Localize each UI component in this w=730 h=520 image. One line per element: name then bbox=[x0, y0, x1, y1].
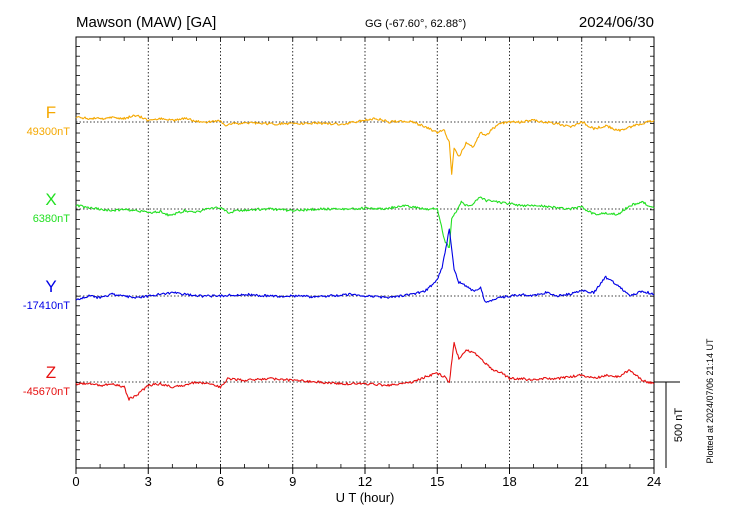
station-title: Mawson (MAW) [GA] bbox=[76, 14, 216, 31]
series-line-X bbox=[75, 196, 655, 249]
series-line-F bbox=[75, 114, 655, 175]
vertical-gridlines bbox=[75, 37, 655, 474]
x-tick-label-0: 0 bbox=[72, 474, 79, 489]
scale-bar-label: 500 nT bbox=[673, 408, 685, 443]
x-tick-labels: 0 3 6 9 12 15 18 21 24 bbox=[72, 474, 661, 489]
x-axis-label: U T (hour) bbox=[336, 490, 395, 505]
series-name-F: F bbox=[46, 103, 56, 122]
baseline-label-Y: -17410nT bbox=[23, 300, 70, 312]
series-line-Y bbox=[75, 228, 655, 303]
series-name-X: X bbox=[45, 190, 56, 209]
plotted-timestamp: Plotted at 2024/07/06 21:14 UT bbox=[705, 338, 715, 464]
baseline-label-X: 6380nT bbox=[33, 213, 71, 225]
series-line-Z bbox=[75, 341, 655, 401]
x-tick-label-3: 3 bbox=[145, 474, 152, 489]
plot-area bbox=[75, 36, 655, 469]
series-lines bbox=[75, 114, 655, 401]
date-label: 2024/06/30 bbox=[579, 14, 654, 31]
x-tick-label-24: 24 bbox=[647, 474, 661, 489]
series-labels: F 49300nT X 6380nT Y -17410nT Z -45670nT bbox=[23, 103, 70, 398]
series-name-Y: Y bbox=[45, 277, 56, 296]
series-name-Z: Z bbox=[46, 363, 56, 382]
minor-ticks bbox=[75, 36, 655, 468]
coordinates-label: GG (-67.60°, 62.88°) bbox=[365, 18, 466, 30]
x-tick-label-6: 6 bbox=[217, 474, 224, 489]
x-tick-label-9: 9 bbox=[289, 474, 296, 489]
baseline-label-F: 49300nT bbox=[27, 126, 71, 138]
x-tick-label-15: 15 bbox=[430, 474, 444, 489]
x-tick-label-18: 18 bbox=[502, 474, 516, 489]
x-tick-label-12: 12 bbox=[358, 474, 372, 489]
baseline-label-Z: -45670nT bbox=[23, 386, 70, 398]
x-tick-label-21: 21 bbox=[575, 474, 589, 489]
